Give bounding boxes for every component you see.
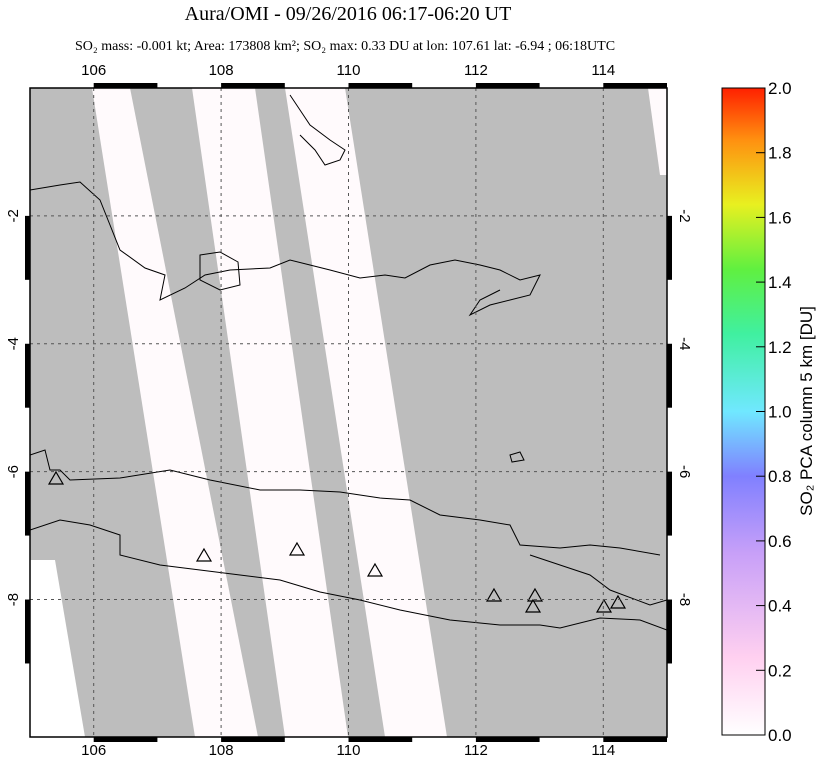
lat-tick-label: -8 [5,593,22,606]
lat-tick-label: -4 [5,337,22,350]
tick-bar [667,471,672,536]
map-area [30,88,667,737]
title: Aura/OMI - 09/26/2016 06:17-06:20 UT [185,3,512,25]
lon-tick-label: 114 [591,742,615,759]
lon-tick-label: 110 [337,742,361,759]
tick-bar [603,83,667,88]
tick-bar [348,737,413,742]
swath [92,88,258,737]
lat-tick-label: -6 [676,465,693,478]
tick-bar [93,83,158,88]
colorbar-tick-label: 0.0 [768,726,792,745]
tick-bar [475,83,540,88]
colorbar-tick-label: 1.8 [768,144,792,163]
tick-bar [603,737,667,742]
lon-tick-label: 106 [81,62,106,79]
swath [648,88,667,175]
colorbar-tick-label: 1.2 [768,338,792,357]
colorbar-label: SO₂ PCA column 5 km [DU] [797,306,816,516]
swath [30,560,85,737]
lon-tick-label: 108 [209,62,234,79]
subtitle: SO₂ mass: -0.001 kt; Area: 173808 km²; S… [75,39,615,54]
tick-bar [475,737,540,742]
tick-bar [221,83,285,88]
lat-tick-label: -4 [676,337,693,350]
tick-bar [667,215,672,280]
colorbar-tick-label: 0.2 [768,661,792,680]
volcanoes [47,470,627,613]
lat-tick-label: -8 [676,593,693,606]
lon-tick-label: 108 [209,742,234,759]
colorbar-tick-label: 1.6 [768,208,792,227]
coastline [30,94,667,631]
tick-bar [667,343,672,408]
tick-bar [348,83,413,88]
lon-tick-label: 106 [81,742,106,759]
lat-tick-label: -2 [676,209,693,222]
lat-tick-label: -2 [5,209,22,222]
tick-bar [25,215,30,280]
colorbar-tick-label: 2.0 [768,79,792,98]
colorbar-tick-label: 1.4 [768,273,792,292]
colorbar-axis: 0.0 0.2 0.4 0.6 0.8 1.0 1.2 1.4 1.6 1.8 2.0 [756,79,792,745]
lon-tick-label: 114 [591,62,615,79]
swath [285,88,447,737]
lon-tick-label: 112 [464,62,488,79]
colorbar-tick-label: 0.6 [768,532,792,551]
colorbar-tick-label: 0.4 [768,597,792,616]
tick-bar [221,737,285,742]
lon-tick-label: 110 [337,62,361,79]
tick-bar [667,599,672,664]
swath [192,88,348,737]
colorbar-tick-label: 1.0 [768,403,792,422]
axes: 106 106 108 108 110 110 112 112 114 114 -2 -2 -4 -4 -6… [5,62,693,759]
tick-bar [25,343,30,408]
lon-tick-label: 112 [464,742,488,759]
tick-bar [25,471,30,536]
tick-bar [93,737,158,742]
tick-bar [25,599,30,664]
grid [30,88,667,737]
colorbar-tick-label: 0.8 [768,467,792,486]
lat-tick-label: -6 [5,465,22,478]
